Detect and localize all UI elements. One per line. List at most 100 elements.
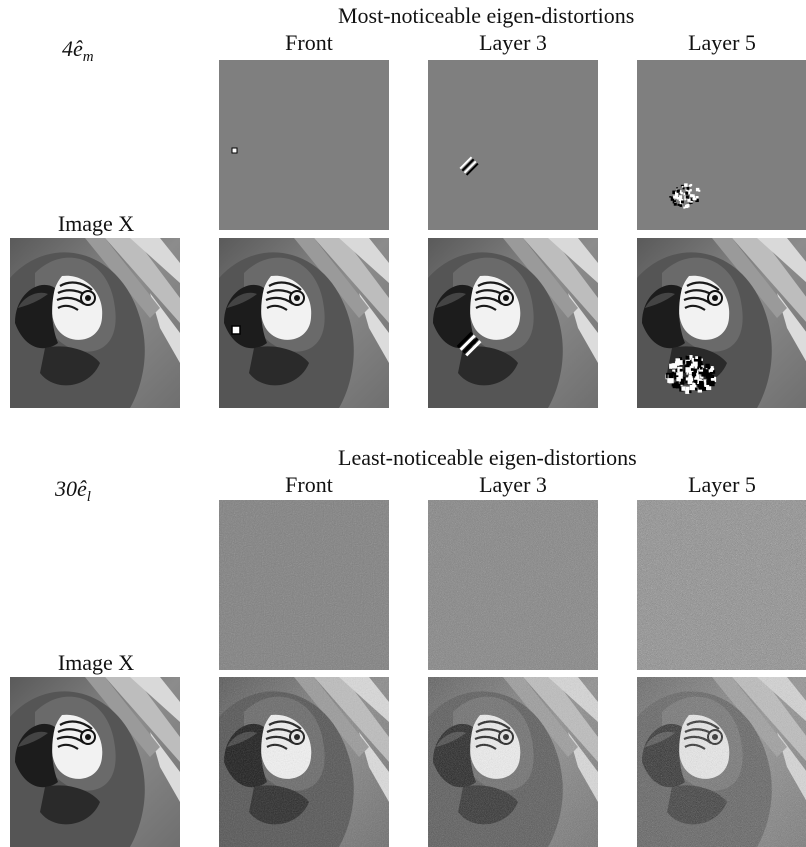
distortion-speck: [680, 380, 685, 385]
section-2-col-layer3: Layer 3: [479, 472, 547, 497]
distortion-speck: [695, 388, 698, 391]
distortion-speck: [692, 197, 695, 201]
distortion-speck: [695, 187, 700, 192]
distortion-speck: [709, 380, 715, 387]
distortion-speck: [707, 370, 713, 376]
distortion-speck: [674, 194, 679, 198]
distortion-speck: [675, 373, 682, 380]
distortion-speck: [685, 188, 688, 191]
distortion-speck: [684, 183, 688, 187]
distortion-speck: [690, 377, 697, 383]
distortion-speck: [687, 191, 691, 195]
distortion-speck: [676, 372, 680, 376]
distortion-speck: [707, 366, 711, 370]
distortion-speck: [685, 377, 689, 381]
distortion-speck: [688, 184, 691, 187]
distortion-speck: [675, 383, 681, 389]
distortion-speck: [685, 386, 690, 391]
distortion-speck: [676, 377, 681, 382]
distorted-front-least: [219, 677, 389, 847]
distortion-speck: [675, 191, 679, 195]
scale-subscript: l: [86, 489, 91, 505]
distortion-speck: [709, 368, 713, 372]
distortion-speck: [711, 367, 715, 371]
distortion-speck: [705, 373, 712, 379]
distortion-speck: [694, 379, 698, 383]
distortion-speck: [690, 194, 693, 197]
distortion-speck: [686, 360, 691, 366]
distortion-speck: [683, 192, 687, 196]
distortion-speck: [710, 376, 717, 383]
distortion-speck: [690, 183, 693, 186]
distortion-speck: [686, 204, 690, 208]
distortion-speck: [678, 195, 683, 199]
distortion-speck: [680, 192, 683, 195]
distortion-speck: [687, 199, 691, 202]
distortion-speck: [690, 201, 693, 204]
distortion-speck: [695, 356, 699, 360]
distortion-speck: [703, 379, 707, 383]
distortion-speck: [679, 357, 683, 361]
section-2-col-front: Front: [285, 472, 333, 497]
distorted-layer5-most: [637, 238, 806, 408]
distortion-speck: [675, 196, 678, 199]
section-1-col-layer3: Layer 3: [479, 30, 547, 55]
distortion-speck: [689, 364, 693, 368]
distortion-speck: [688, 376, 694, 382]
distortion-speck: [703, 369, 709, 375]
distortion-speck: [678, 190, 682, 193]
distortion-layer3-most: [428, 60, 598, 230]
distortion-speck: [671, 371, 675, 375]
scale-vector: ê: [73, 36, 83, 61]
section-2-col-layer5: Layer 5: [688, 472, 756, 497]
distortion-speck: [699, 366, 703, 370]
distortion-front-most: [219, 60, 389, 230]
distortion-speck: [681, 186, 684, 189]
distortion-speck: [675, 381, 679, 385]
distortion-layer3-least: [428, 500, 598, 670]
scale-coef: 30: [55, 476, 77, 501]
distortion-speck: [672, 369, 676, 373]
distortion-speck: [694, 365, 698, 369]
distortion-speck: [683, 206, 686, 209]
distortion-speck: [697, 365, 700, 369]
distortion-layer5-least: [637, 500, 806, 670]
distortion-speck: [696, 356, 702, 362]
distortion-speck: [668, 378, 674, 384]
distortion-speck: [673, 382, 678, 387]
distortion-speck: [682, 187, 685, 190]
distortion-speck: [692, 382, 696, 386]
distortion-speck: [674, 373, 679, 378]
distortion-speck: [689, 198, 691, 201]
distortion-speck: [690, 368, 694, 371]
distortion-speck: [685, 379, 689, 383]
distortion-speck: [689, 384, 695, 391]
section-2-heading: Least-noticeable eigen-distortions: [338, 445, 637, 470]
distortion-speck: [697, 388, 703, 393]
scale-coef: 4: [62, 36, 73, 61]
distortion-speck: [706, 380, 712, 385]
distortion-speck: [692, 361, 698, 367]
distortion-speck: [670, 197, 675, 201]
section-1-col-front: Front: [285, 30, 333, 55]
scale-vector: ê: [77, 476, 87, 501]
distortion-speck: [679, 368, 683, 372]
distortion-speck: [693, 358, 699, 364]
distortion-speck: [669, 196, 671, 198]
distortion-speck: [691, 357, 696, 362]
distortion-speck: [701, 365, 704, 368]
distortion-speck: [685, 390, 690, 394]
distortion-speck: [672, 190, 676, 195]
distortion-speck: [672, 363, 677, 368]
distorted-front-most: [219, 238, 389, 408]
distortion-speck: [699, 367, 704, 372]
distortion-speck: [673, 202, 677, 206]
distortion-speck: [692, 368, 697, 373]
distortion-speck: [706, 384, 712, 391]
distortion-speck: [685, 191, 689, 195]
distortion-speck: [672, 200, 676, 204]
distortion-speck: [683, 376, 688, 381]
section-1-image-label: Image X: [57, 211, 135, 236]
distorted-layer3-least: [428, 677, 598, 847]
distortion-speck: [676, 361, 681, 365]
